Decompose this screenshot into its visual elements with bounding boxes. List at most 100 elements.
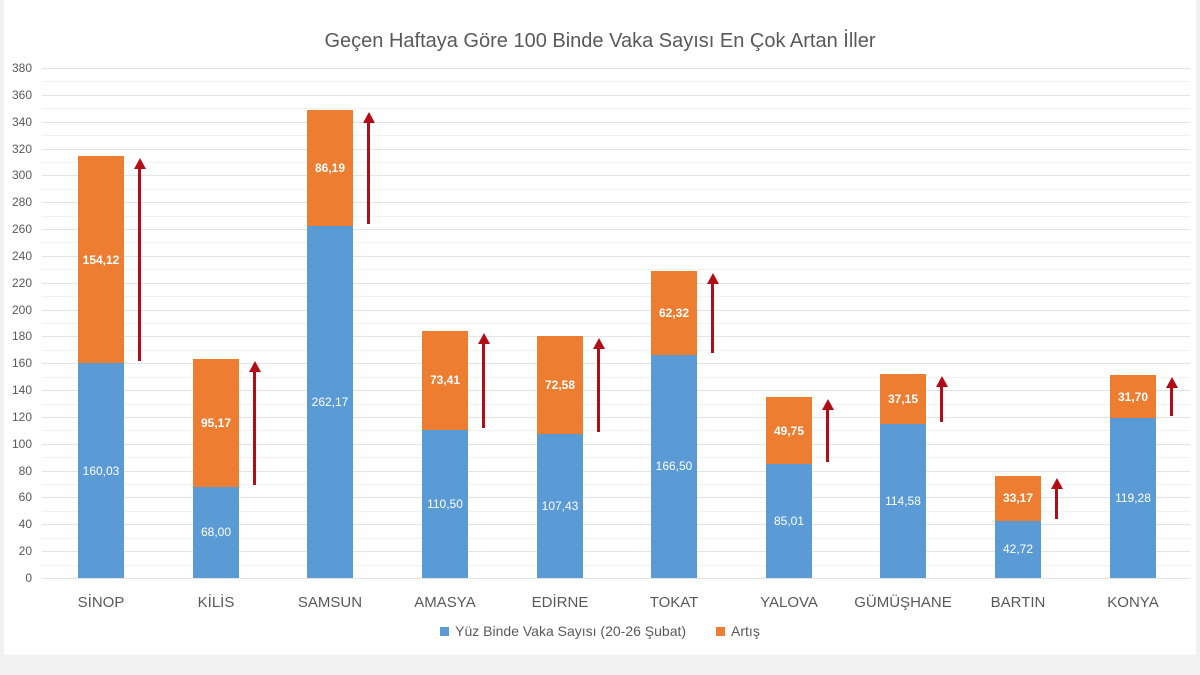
increase-arrow-icon — [249, 361, 261, 485]
increase-arrow-icon — [593, 338, 605, 432]
bar-segment-increase: 72,58 — [537, 336, 583, 434]
y-tick-label: 380 — [11, 61, 32, 75]
data-label: 114,58 — [885, 494, 921, 509]
y-tick-label: 320 — [11, 142, 32, 156]
legend-item-base: Yüz Binde Vaka Sayısı (20-26 Şubat) — [440, 623, 686, 639]
stacked-bar: 49,75 85,01 — [766, 397, 812, 578]
bar-segment-base: 110,50 — [422, 429, 468, 578]
bar-segment-base: 68,00 — [193, 486, 239, 578]
bar-segment-base: 114,58 — [880, 424, 926, 578]
bar-segment-increase: 33,17 — [995, 476, 1041, 521]
bar-segment-increase: 62,32 — [651, 270, 697, 355]
y-tick-label: 180 — [11, 329, 32, 343]
minor-gridline — [42, 296, 1190, 297]
y-tick-label: 60 — [18, 490, 32, 504]
y-tick-label: 120 — [11, 410, 32, 424]
minor-gridline — [42, 216, 1190, 217]
bar-segment-increase: 95,17 — [193, 359, 239, 487]
stacked-bar: 37,15 114,58 — [880, 374, 926, 578]
gridline — [42, 551, 1190, 552]
minor-gridline — [42, 81, 1190, 82]
data-label: 160,03 — [82, 463, 120, 478]
minor-gridline — [42, 108, 1190, 109]
gridline — [42, 444, 1190, 445]
stacked-bar: 31,70 119,28 — [1110, 375, 1156, 578]
minor-gridline — [42, 538, 1190, 539]
minor-gridline — [42, 323, 1190, 324]
y-tick-label: 300 — [11, 168, 32, 182]
gridline — [42, 578, 1190, 579]
increase-arrow-icon — [822, 399, 834, 462]
data-label: 33,17 — [1002, 491, 1034, 506]
y-tick-label: 220 — [11, 276, 32, 290]
y-tick-label: 280 — [11, 195, 32, 209]
x-category-label: KONYA — [1107, 594, 1159, 611]
minor-gridline — [42, 162, 1190, 163]
minor-gridline — [42, 350, 1190, 351]
x-category-label: TOKAT — [649, 594, 699, 611]
legend-item-increase: Artış — [716, 623, 760, 639]
y-tick-label: 360 — [11, 88, 32, 102]
bar-segment-increase: 31,70 — [1110, 375, 1156, 418]
bar-segment-base: 85,01 — [766, 463, 812, 578]
data-label: 107,43 — [541, 498, 579, 513]
minor-gridline — [42, 377, 1190, 378]
y-tick-label: 80 — [18, 464, 32, 478]
bar-segment-base: 107,43 — [537, 433, 583, 578]
stacked-bar: 62,32 166,50 — [651, 270, 697, 578]
gridline — [42, 175, 1190, 176]
data-label: 110,50 — [427, 496, 463, 511]
data-label: 95,17 — [200, 415, 232, 430]
x-category-label: SAMSUN — [297, 594, 363, 611]
gridline — [42, 471, 1190, 472]
data-label: 31,70 — [1117, 389, 1149, 404]
y-tick-label: 0 — [25, 571, 32, 585]
x-category-label: EDİRNE — [531, 594, 589, 611]
increase-arrow-icon — [936, 376, 948, 423]
legend-label: Yüz Binde Vaka Sayısı (20-26 Şubat) — [455, 623, 687, 639]
x-category-label: KİLİS — [197, 594, 235, 611]
gridline — [42, 95, 1190, 96]
increase-arrow-icon — [478, 333, 490, 428]
minor-gridline — [42, 430, 1190, 431]
gridline — [42, 310, 1190, 311]
x-category-label: YALOVA — [760, 594, 818, 611]
gridline — [42, 122, 1190, 123]
minor-gridline — [42, 484, 1190, 485]
minor-gridline — [42, 565, 1190, 566]
increase-arrow-icon — [707, 272, 719, 353]
data-label: 73,41 — [429, 373, 461, 388]
data-label: 166,50 — [655, 459, 693, 474]
data-label: 119,28 — [1115, 490, 1151, 505]
gridline — [42, 256, 1190, 257]
bar-segment-increase: 86,19 — [307, 110, 353, 227]
gridline — [42, 229, 1190, 230]
increase-arrow-icon — [1166, 377, 1178, 416]
data-label: 62,32 — [658, 305, 690, 320]
gridline — [42, 497, 1190, 498]
legend-label: Artış — [731, 623, 760, 639]
minor-gridline — [42, 269, 1190, 270]
increase-arrow-icon — [134, 158, 146, 362]
bar-segment-base: 160,03 — [78, 363, 124, 578]
minor-gridline — [42, 135, 1190, 136]
y-tick-label: 40 — [18, 517, 32, 531]
data-label: 85,01 — [773, 513, 805, 528]
gridline — [42, 363, 1190, 364]
legend-swatch-blue — [440, 626, 450, 636]
bar-segment-increase: 49,75 — [766, 397, 812, 464]
bar-segment-increase: 37,15 — [880, 374, 926, 425]
minor-gridline — [42, 457, 1190, 458]
increase-arrow-icon — [1051, 478, 1063, 519]
gridline — [42, 524, 1190, 525]
bar-segment-increase: 73,41 — [422, 331, 468, 430]
stacked-bar: 154,12 160,03 — [78, 156, 124, 578]
stacked-bar: 95,17 68,00 — [193, 359, 239, 578]
x-category-label: BARTIN — [990, 594, 1046, 611]
legend-swatch-orange — [716, 626, 726, 636]
y-tick-label: 20 — [18, 544, 32, 558]
gridline — [42, 336, 1190, 337]
x-category-label: SİNOP — [77, 594, 125, 611]
stacked-bar: 86,19 262,17 — [307, 110, 353, 578]
y-tick-label: 160 — [11, 356, 32, 370]
